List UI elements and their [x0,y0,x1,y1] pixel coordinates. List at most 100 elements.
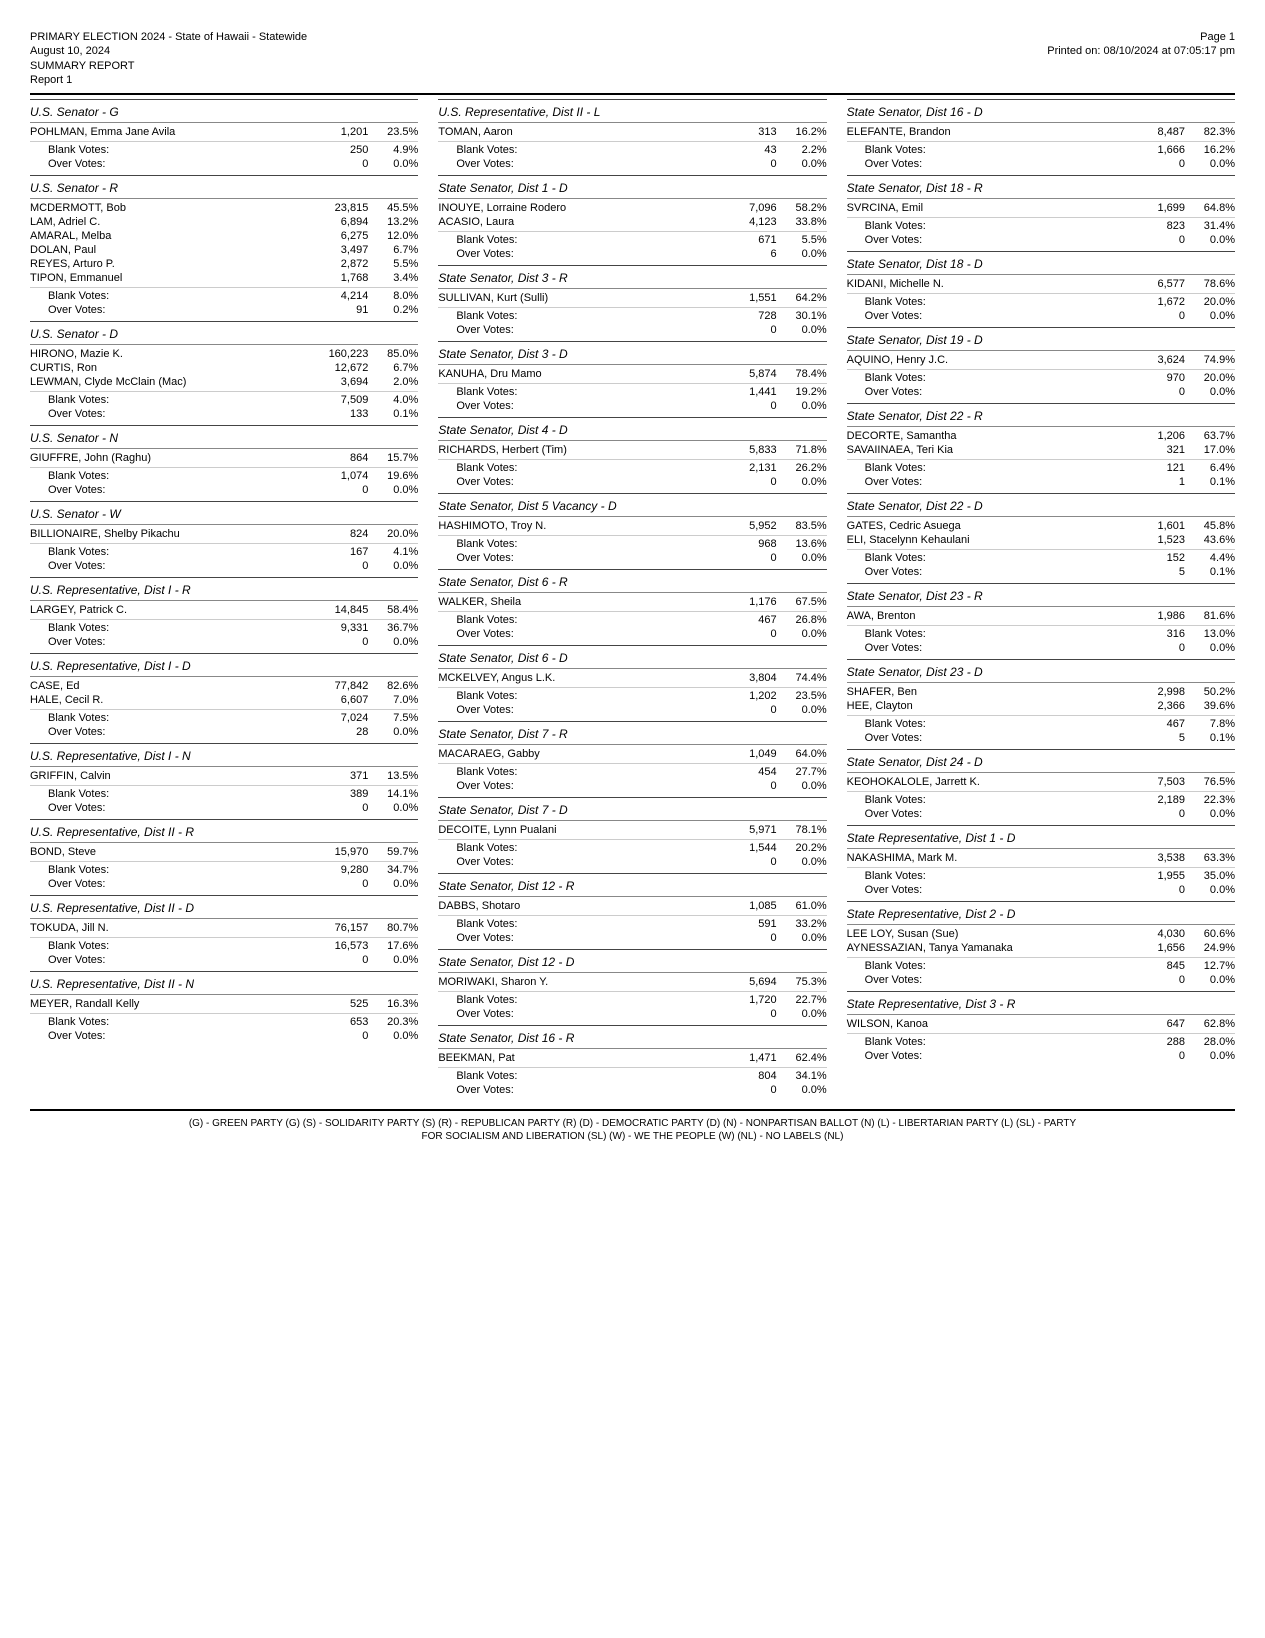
sub-count: 6 [722,248,777,260]
sub-row: Blank Votes:6715.5% [438,233,826,247]
sub-pct: 0.0% [777,780,827,792]
vote-pct: 59.7% [368,846,418,858]
sub-label: Over Votes: [30,304,313,316]
sub-label: Blank Votes: [30,788,313,800]
page-header: PRIMARY ELECTION 2024 - State of Hawaii … [30,30,1235,95]
contest-title: State Senator, Dist 5 Vacancy - D [438,497,826,517]
sub-label: Blank Votes: [847,462,1130,474]
sub-pct: 20.2% [777,842,827,854]
sub-count: 968 [722,538,777,550]
contest-title: State Senator, Dist 12 - D [438,953,826,973]
sub-rows: Blank Votes:1216.4%Over Votes:10.1% [847,459,1235,489]
sub-count: 0 [313,158,368,170]
sub-pct: 5.5% [777,234,827,246]
candidate-row: DOLAN, Paul3,4976.7% [30,243,418,257]
sub-row: Blank Votes:1524.4% [847,551,1235,565]
vote-pct: 76.5% [1185,776,1235,788]
sub-count: 970 [1130,372,1185,384]
sub-count: 728 [722,310,777,322]
sub-pct: 22.3% [1185,794,1235,806]
candidate-name: DABBS, Shotaro [438,900,721,912]
vote-count: 2,366 [1130,700,1185,712]
sub-row: Blank Votes:1,54420.2% [438,841,826,855]
sub-count: 671 [722,234,777,246]
sub-rows: Blank Votes:9,28034.7%Over Votes:00.0% [30,861,418,891]
header-line2: August 10, 2024 [30,44,307,58]
contest: State Representative, Dist 3 - RWILSON, … [847,991,1235,1063]
candidate-row: DECORTE, Samantha1,20663.7% [847,429,1235,443]
sub-rows: Blank Votes:2,18922.3%Over Votes:00.0% [847,791,1235,821]
sub-rows: Blank Votes:80434.1%Over Votes:00.0% [438,1067,826,1097]
report-column: U.S. Senator - GPOHLMAN, Emma Jane Avila… [30,99,418,1097]
sub-label: Over Votes: [438,158,721,170]
candidate-name: LAM, Adriel C. [30,216,313,228]
sub-row: Over Votes:60.0% [438,247,826,261]
sub-pct: 30.1% [777,310,827,322]
sub-rows: Blank Votes:1,44119.2%Over Votes:00.0% [438,383,826,413]
candidate-name: HALE, Cecil R. [30,694,313,706]
candidate-name: ELEFANTE, Brandon [847,126,1130,138]
sub-label: Over Votes: [847,158,1130,170]
sub-count: 591 [722,918,777,930]
sub-count: 1,441 [722,386,777,398]
sub-label: Blank Votes: [438,690,721,702]
vote-count: 1,601 [1130,520,1185,532]
sub-label: Over Votes: [30,560,313,572]
sub-count: 0 [313,878,368,890]
sub-count: 7,509 [313,394,368,406]
sub-pct: 22.7% [777,994,827,1006]
sub-count: 0 [313,484,368,496]
sub-row: Blank Votes:31613.0% [847,627,1235,641]
sub-rows: Blank Votes:84512.7%Over Votes:00.0% [847,957,1235,987]
sub-row: Blank Votes:1,66616.2% [847,143,1235,157]
sub-label: Blank Votes: [847,628,1130,640]
sub-label: Blank Votes: [438,462,721,474]
vote-pct: 82.6% [368,680,418,692]
contest: U.S. Representative, Dist II - NMEYER, R… [30,971,418,1043]
sub-rows: Blank Votes:82331.4%Over Votes:00.0% [847,217,1235,247]
contest: U.S. Senator - RMCDERMOTT, Bob23,81545.5… [30,175,418,317]
sub-count: 250 [313,144,368,156]
vote-count: 824 [313,528,368,540]
sub-count: 9,331 [313,622,368,634]
sub-row: Over Votes:00.0% [438,157,826,171]
sub-pct: 7.8% [1185,718,1235,730]
sub-pct: 0.0% [368,158,418,170]
sub-rows: Blank Votes:9,33136.7%Over Votes:00.0% [30,619,418,649]
sub-row: Over Votes:10.1% [847,475,1235,489]
candidate-row: LAM, Adriel C.6,89413.2% [30,215,418,229]
sub-row: Over Votes:00.0% [847,883,1235,897]
vote-count: 1,206 [1130,430,1185,442]
sub-count: 0 [722,628,777,640]
vote-count: 1,768 [313,272,368,284]
vote-count: 525 [313,998,368,1010]
sub-row: Blank Votes:28828.0% [847,1035,1235,1049]
sub-pct: 12.7% [1185,960,1235,972]
vote-count: 77,842 [313,680,368,692]
sub-label: Blank Votes: [438,994,721,1006]
candidate-row: KIDANI, Michelle N.6,57778.6% [847,277,1235,291]
sub-pct: 0.0% [368,484,418,496]
sub-count: 0 [722,1084,777,1096]
sub-count: 0 [313,1030,368,1042]
vote-pct: 15.7% [368,452,418,464]
sub-label: Blank Votes: [30,144,313,156]
sub-row: Over Votes:00.0% [438,931,826,945]
vote-count: 1,176 [722,596,777,608]
contest-title: State Representative, Dist 1 - D [847,829,1235,849]
candidate-name: SULLIVAN, Kurt (Sulli) [438,292,721,304]
contest: State Senator, Dist 1 - DINOUYE, Lorrain… [438,175,826,261]
sub-label: Over Votes: [438,324,721,336]
sub-row: Over Votes:00.0% [30,483,418,497]
sub-row: Over Votes:00.0% [438,399,826,413]
candidate-row: SAVAIINAEA, Teri Kia32117.0% [847,443,1235,457]
sub-label: Over Votes: [438,1084,721,1096]
sub-count: 1,672 [1130,296,1185,308]
sub-pct: 28.0% [1185,1036,1235,1048]
candidate-name: WALKER, Sheila [438,596,721,608]
sub-row: Blank Votes:7,5094.0% [30,393,418,407]
sub-label: Blank Votes: [847,372,1130,384]
sub-row: Blank Votes:432.2% [438,143,826,157]
vote-pct: 62.4% [777,1052,827,1064]
candidate-row: HIRONO, Mazie K.160,22385.0% [30,347,418,361]
